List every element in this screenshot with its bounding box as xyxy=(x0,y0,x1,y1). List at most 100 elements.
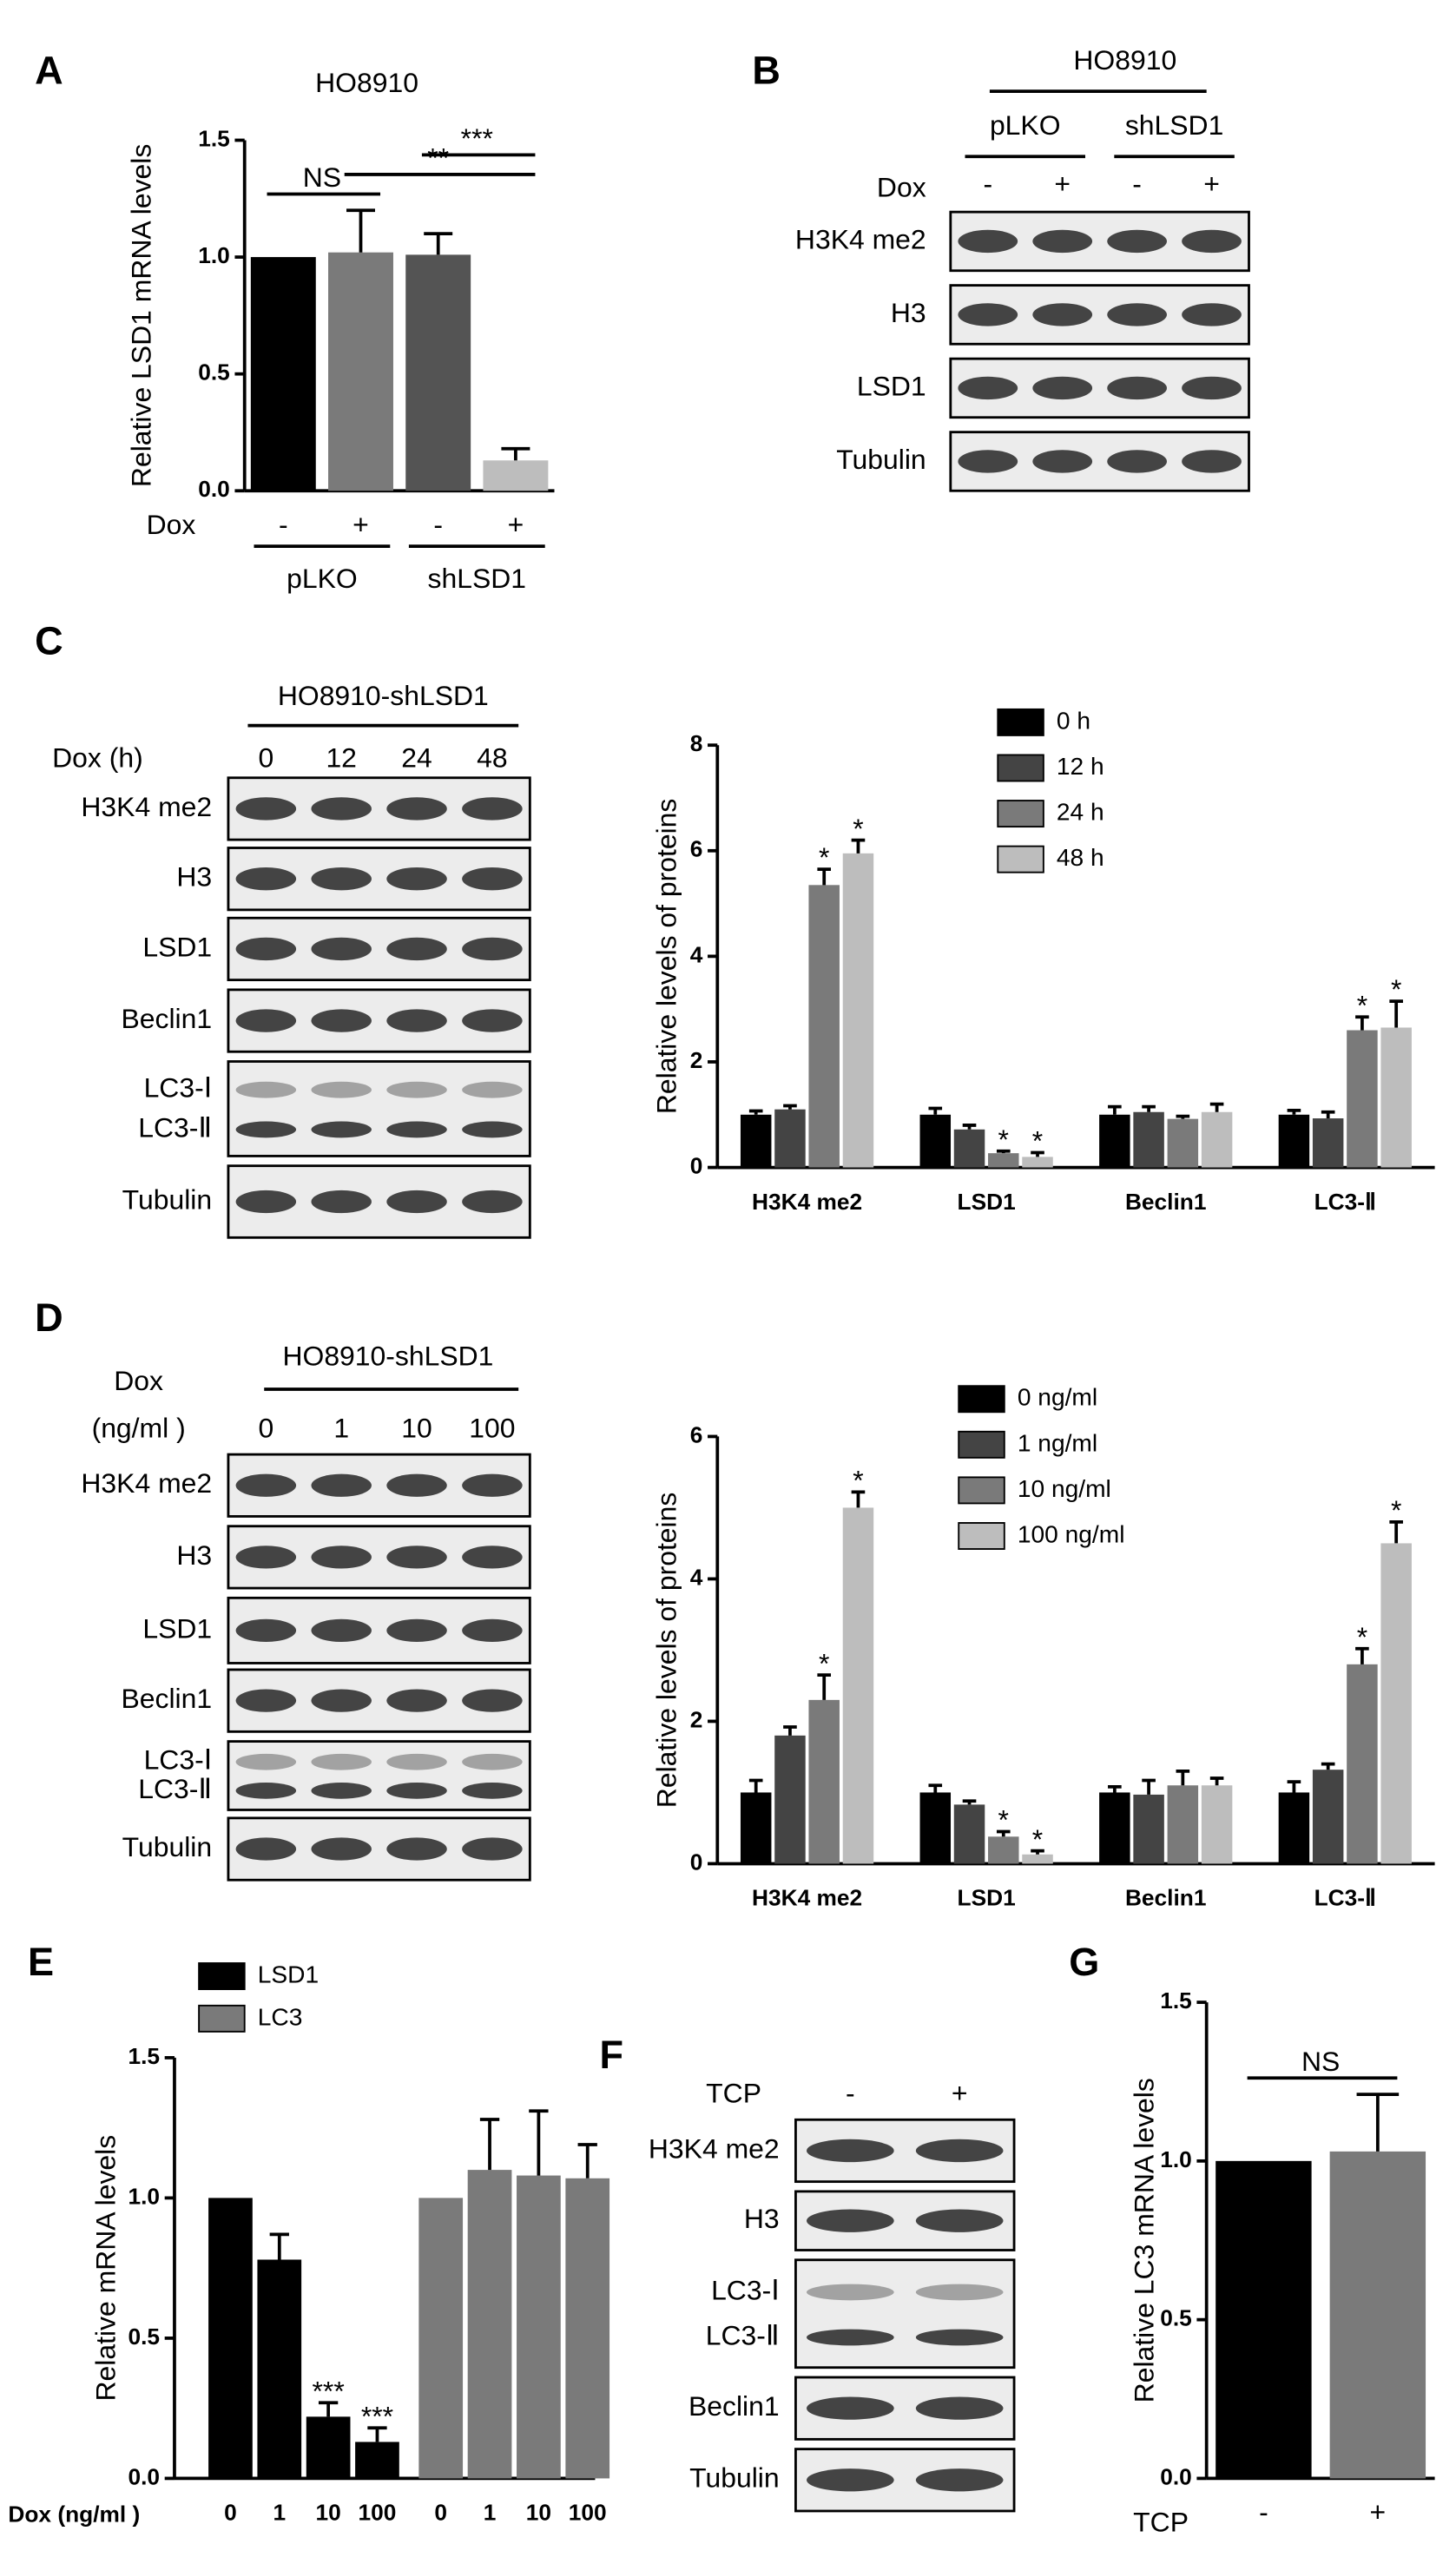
blot-row-label: Beclin1 xyxy=(688,2390,780,2422)
blot-row-label: LC3-Ⅱ xyxy=(706,2319,780,2350)
blot-band xyxy=(462,1618,523,1643)
significance-label: *** xyxy=(461,122,493,154)
blot-band xyxy=(915,2396,1004,2420)
blot-band xyxy=(462,1782,523,1799)
blot-condition: (ng/ml ) xyxy=(92,1412,186,1443)
legend-label: 48 h xyxy=(1057,844,1104,871)
blot-row-label: LC3-Ⅰ xyxy=(711,2274,780,2305)
bar xyxy=(1380,1027,1412,1168)
blot-band xyxy=(386,797,447,821)
bar xyxy=(919,1114,952,1168)
y-axis-label: Relative LSD1 mRNA levels xyxy=(126,144,157,487)
x-tick-label: LSD1 xyxy=(958,1885,1016,1911)
blot-band xyxy=(807,2284,894,2301)
blot-band xyxy=(1032,450,1093,473)
x-tick-label: LSD1 xyxy=(958,1189,1016,1215)
blot-band xyxy=(235,937,297,961)
error-bar xyxy=(424,232,453,255)
bar xyxy=(842,1507,874,1864)
lane-label: 12 xyxy=(326,742,357,774)
bar xyxy=(808,1699,840,1864)
y-tick-label: 2 xyxy=(690,1706,703,1732)
blot-band xyxy=(311,1618,372,1643)
panel-letter: G xyxy=(1069,1940,1099,1984)
x-tick-label: 0 xyxy=(224,2500,237,2526)
blot-strip xyxy=(794,2258,1016,2370)
error-bar xyxy=(1209,1102,1224,1112)
blot-band xyxy=(462,1837,523,1861)
x-axis-label: Dox (ng/ml ) xyxy=(8,2501,140,2528)
blot-band xyxy=(235,1782,297,1799)
blot-band xyxy=(386,1837,447,1861)
x-tick-label: 100 xyxy=(359,2500,397,2526)
bar xyxy=(418,2198,464,2479)
group-label: shLSD1 xyxy=(428,563,527,594)
bar xyxy=(919,1792,952,1864)
x-axis-label: TCP xyxy=(1133,2506,1189,2537)
error-bar xyxy=(1031,1849,1044,1855)
blot-band xyxy=(915,2468,1004,2492)
lane-label: + xyxy=(1054,168,1071,200)
x-tick-label: - xyxy=(433,509,443,540)
bar xyxy=(1347,1664,1378,1864)
error-bar xyxy=(269,2232,289,2260)
blot-band xyxy=(462,1081,523,1098)
blot-band xyxy=(235,1081,297,1098)
legend-swatch xyxy=(997,708,1044,736)
blot-band xyxy=(807,2209,894,2232)
x-tick-label: + xyxy=(508,509,524,540)
bar xyxy=(953,1804,985,1864)
y-tick-label: 1.5 xyxy=(1160,1987,1192,2014)
blot-row-label: H3K4 me2 xyxy=(795,223,926,254)
blot-band xyxy=(958,376,1018,400)
blot-band xyxy=(311,1121,372,1138)
bar xyxy=(1022,1157,1053,1168)
blot-band xyxy=(311,1753,372,1770)
bar xyxy=(1099,1114,1130,1168)
y-tick-label: 1.0 xyxy=(198,242,230,268)
blot-band xyxy=(311,937,372,961)
bar xyxy=(1133,1111,1164,1168)
blot-title: HO8910-shLSD1 xyxy=(282,1341,493,1372)
blot-band xyxy=(235,1121,297,1138)
legend-label: 0 h xyxy=(1057,707,1090,734)
blot-band xyxy=(311,1837,372,1861)
significance-label: * xyxy=(853,1465,863,1496)
bar xyxy=(1380,1543,1412,1864)
blot-band xyxy=(1107,229,1167,254)
bar xyxy=(208,2198,253,2479)
blot-title: HO8910-shLSD1 xyxy=(278,680,489,711)
blot-band xyxy=(958,229,1018,254)
x-tick-label: Beclin1 xyxy=(1125,1189,1207,1215)
blot-band xyxy=(807,2396,894,2420)
blot-band xyxy=(386,1190,447,1214)
x-tick-label: H3K4 me2 xyxy=(752,1189,862,1215)
blot-band xyxy=(235,1753,297,1770)
blot-row-label: LC3-Ⅱ xyxy=(138,1773,212,1804)
y-tick-label: 0 xyxy=(690,1849,703,1875)
legend-label: 0 ng/ml xyxy=(1018,1384,1097,1411)
error-bar xyxy=(501,446,530,461)
x-tick-label: H3K4 me2 xyxy=(752,1885,862,1911)
blot-band xyxy=(386,1473,447,1497)
blot-band xyxy=(235,1546,297,1569)
x-tick-label: 0 xyxy=(434,2500,447,2526)
x-tick-label: Beclin1 xyxy=(1125,1885,1207,1911)
legend-label: 100 ng/ml xyxy=(1018,1520,1125,1547)
blot-band xyxy=(1182,303,1242,326)
lane-label: - xyxy=(1132,168,1142,200)
error-bar xyxy=(1108,1104,1122,1115)
error-bar xyxy=(928,1783,943,1793)
significance-label: *** xyxy=(313,2375,345,2406)
blot-band xyxy=(386,1009,447,1032)
blot-band xyxy=(807,2468,894,2492)
lane-label: 10 xyxy=(401,1412,432,1443)
legend-label: 24 h xyxy=(1057,799,1104,826)
legend-label: LC3 xyxy=(258,2003,303,2030)
bar xyxy=(1312,1118,1344,1168)
blot-row-label: H3 xyxy=(176,1539,212,1571)
y-tick-label: 4 xyxy=(690,1564,703,1590)
blot-row-label: H3 xyxy=(176,861,212,893)
y-tick-label: 1.5 xyxy=(198,125,230,151)
significance-label: * xyxy=(998,1124,1009,1155)
